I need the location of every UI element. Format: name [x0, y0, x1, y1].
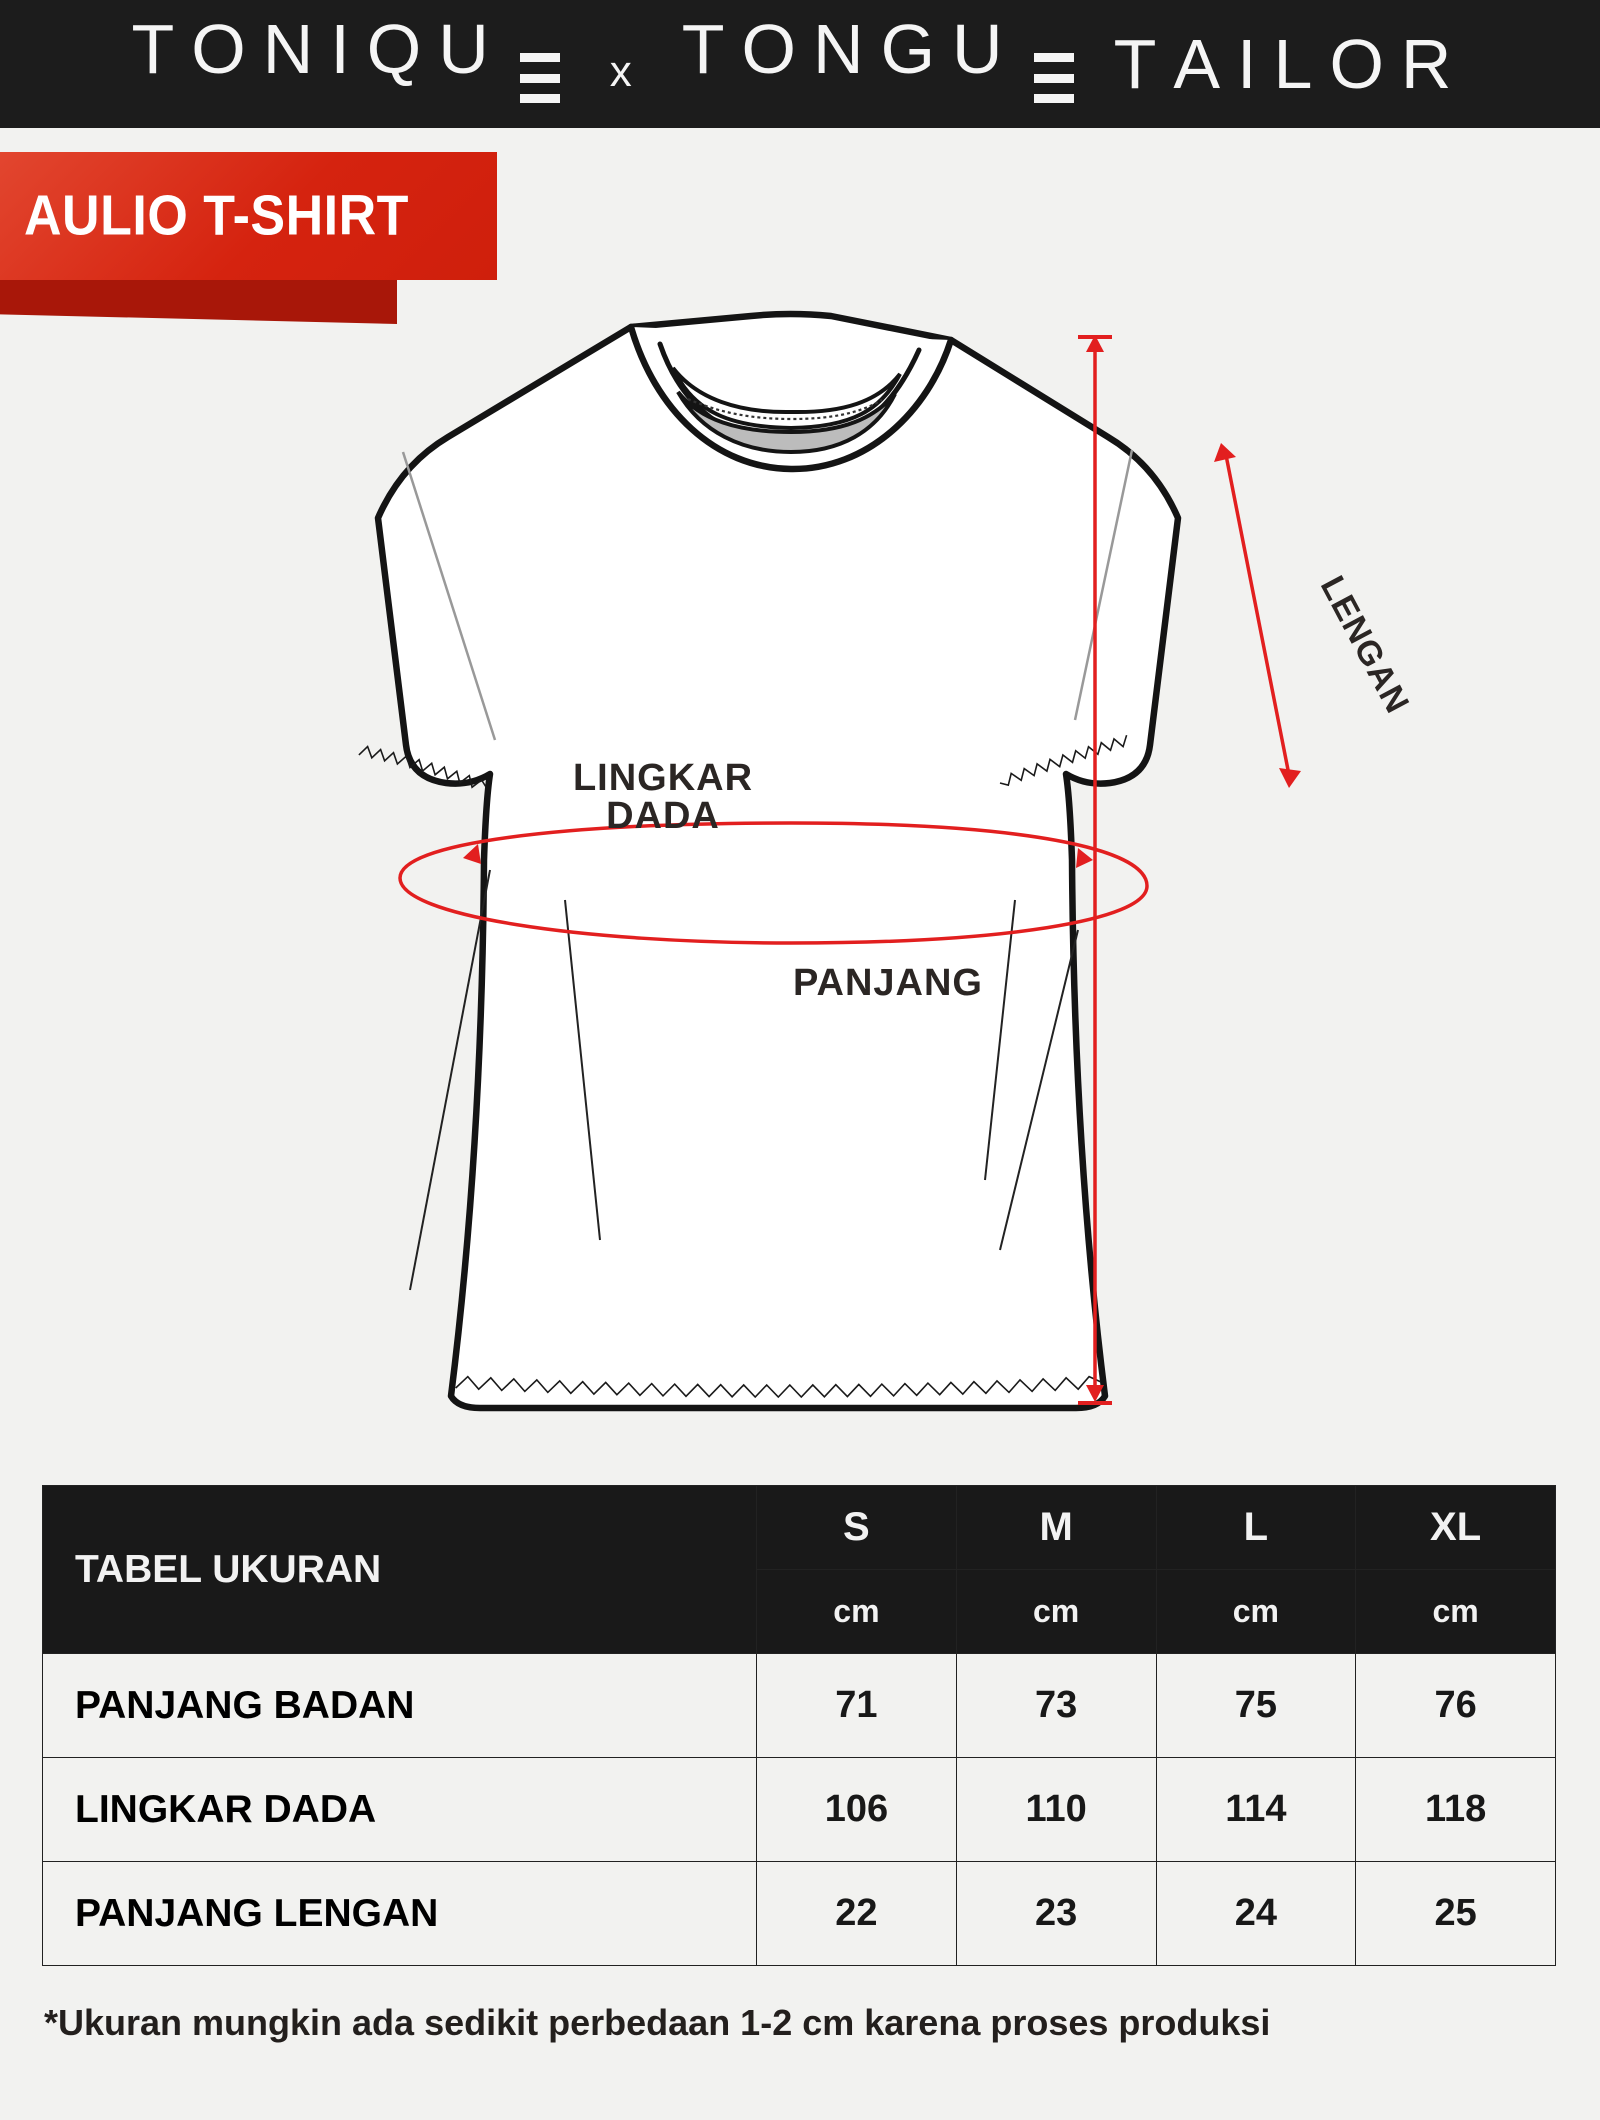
svg-text:PANJANG: PANJANG — [793, 962, 983, 1004]
svg-text:LENGAN: LENGAN — [1313, 570, 1417, 720]
svg-text:LINGKAR: LINGKAR — [573, 757, 753, 799]
svg-text:DADA: DADA — [606, 795, 720, 837]
